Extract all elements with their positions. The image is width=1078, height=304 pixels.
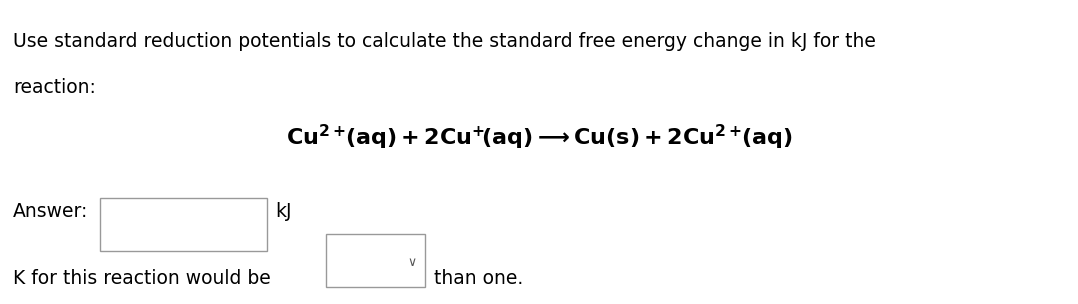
Text: K for this reaction would be: K for this reaction would be <box>13 269 271 288</box>
Text: $\mathbf{Cu^{2+}\!(aq) + 2Cu^{+}\!(aq){\longrightarrow}Cu(s) + 2Cu^{2+}\!(aq)}$: $\mathbf{Cu^{2+}\!(aq) + 2Cu^{+}\!(aq){\… <box>286 123 792 152</box>
Text: than one.: than one. <box>434 269 524 288</box>
Text: Use standard reduction potentials to calculate the standard free energy change i: Use standard reduction potentials to cal… <box>13 32 875 51</box>
Text: reaction:: reaction: <box>13 78 96 97</box>
Text: kJ: kJ <box>275 202 291 221</box>
Text: ∨: ∨ <box>407 257 416 269</box>
Text: Answer:: Answer: <box>13 202 88 221</box>
